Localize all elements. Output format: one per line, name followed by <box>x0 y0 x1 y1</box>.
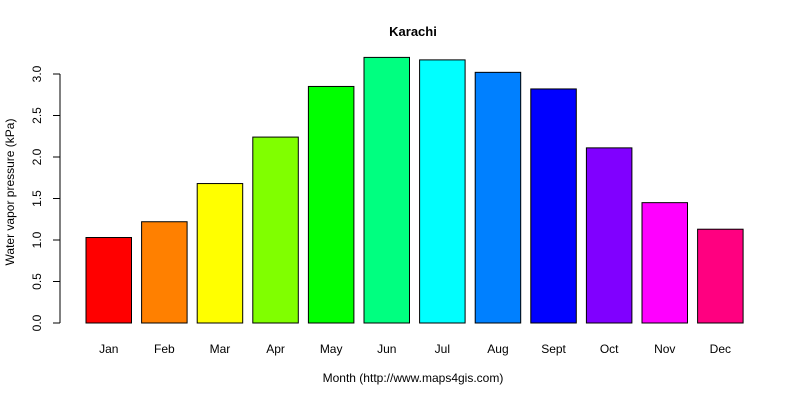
bar-oct <box>585 147 633 324</box>
y-axis-label: Water vapor pressure (kPa) <box>3 119 17 266</box>
y-axis: 0.0 0.5 1.0 1.5 2.0 2.5 3.0 <box>30 65 61 331</box>
x-tick-label: Apr <box>266 342 285 356</box>
y-tick-label: 2.0 <box>30 148 44 165</box>
y-tick-label: 2.5 <box>30 107 44 124</box>
chart-title: Karachi <box>389 24 437 39</box>
y-tick-label: 0.5 <box>30 273 44 290</box>
x-tick-label: May <box>320 342 343 356</box>
x-tick-label: Sept <box>541 342 566 356</box>
x-tick-label: Oct <box>600 342 619 356</box>
x-tick-label: Feb <box>154 342 175 356</box>
x-tick-label: Jan <box>99 342 118 356</box>
y-tick-label: 1.0 <box>30 231 44 248</box>
bar-aug <box>474 71 522 324</box>
x-tick-label: Jun <box>377 342 396 356</box>
bar-dec <box>697 228 744 324</box>
x-tick-label: Jul <box>435 342 450 356</box>
x-tick-label: Aug <box>487 342 508 356</box>
bar-sept <box>530 88 577 324</box>
bar-mar <box>196 183 244 324</box>
x-axis-label: Month (http://www.maps4gis.com) <box>323 371 504 385</box>
bar-jul <box>419 59 466 324</box>
bar-nov <box>641 202 688 324</box>
bar-feb <box>141 221 188 324</box>
bar-jun <box>363 56 410 324</box>
x-tick-label: Mar <box>210 342 231 356</box>
bar-apr <box>252 136 299 324</box>
y-tick-label: 1.5 <box>30 190 44 207</box>
bar-jan <box>85 237 132 324</box>
y-tick-label: 3.0 <box>30 65 44 82</box>
bar-may <box>307 85 355 324</box>
x-tick-label: Nov <box>654 342 675 356</box>
x-tick-labels: Jan Feb Mar Apr May Jun Jul Aug Sept Oct Nov Dec <box>99 342 731 356</box>
bars <box>85 56 744 324</box>
x-tick-label: Dec <box>710 342 731 356</box>
y-tick-label: 0.0 <box>30 314 44 331</box>
